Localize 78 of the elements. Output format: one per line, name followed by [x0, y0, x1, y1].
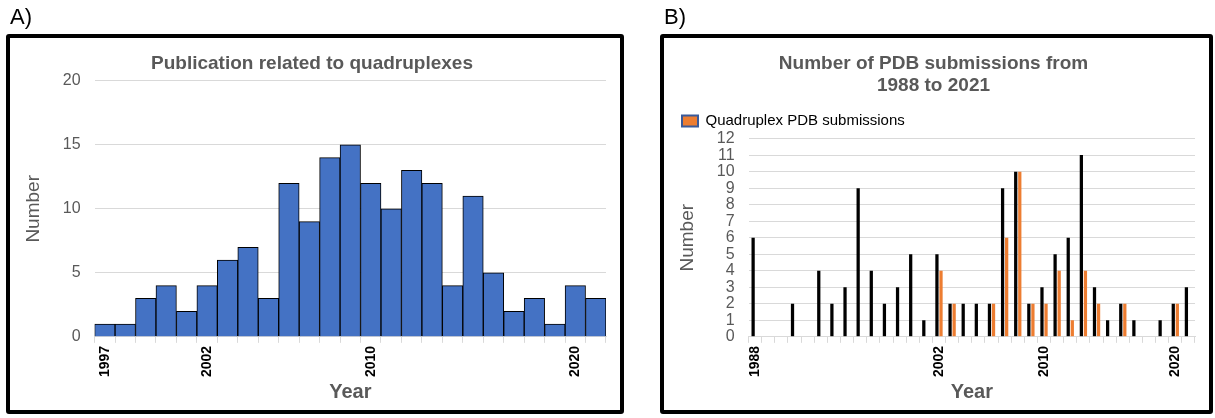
- y-axis-title: Number: [675, 203, 697, 272]
- bar: [830, 303, 834, 337]
- bar: [790, 303, 795, 337]
- x-tick-label: 2002: [929, 345, 946, 378]
- y-tick-label: 10: [62, 199, 81, 217]
- bar: [974, 303, 978, 337]
- y-tick-label: 3: [725, 277, 735, 295]
- bar: [1031, 303, 1035, 337]
- bar: [935, 254, 939, 337]
- text: A): [9, 3, 33, 31]
- y-tick-label: 1: [725, 310, 735, 328]
- y-tick-label: 4: [725, 261, 735, 279]
- bar: [1057, 270, 1061, 337]
- bar: [1066, 237, 1070, 337]
- bar: [1070, 320, 1074, 337]
- x-tick-label: 2020: [1166, 345, 1183, 378]
- y-tick-label: 6: [725, 228, 735, 246]
- bar: [1132, 320, 1136, 337]
- y-tick-label: 7: [725, 211, 735, 229]
- bar: [869, 270, 873, 337]
- bar: [1005, 237, 1009, 337]
- bar: [952, 303, 956, 337]
- y-tick-label: 12: [716, 129, 735, 147]
- bar: [1158, 320, 1162, 337]
- bar: [1040, 287, 1044, 337]
- y-tick-label: 2: [725, 294, 735, 312]
- bar: [1079, 155, 1083, 337]
- bar: [1096, 303, 1101, 337]
- x-tick-label: 2010: [1034, 345, 1051, 378]
- y-tick-label: 15: [62, 135, 81, 153]
- bar: [909, 254, 913, 337]
- bar: [1105, 320, 1110, 337]
- y-tick-label: 5: [725, 244, 735, 262]
- text: B): [663, 3, 687, 31]
- bar: [1000, 188, 1005, 337]
- y-axis-title: Number: [21, 174, 43, 243]
- x-tick-label: 1988: [746, 345, 763, 378]
- bar: [1119, 303, 1123, 337]
- bar: [817, 270, 821, 337]
- chart-title: Number of PDB submissions from 1988 to 2021: [778, 51, 1089, 96]
- bar: [987, 303, 992, 337]
- bar: [895, 287, 900, 337]
- x-axis-title: Year: [329, 379, 372, 402]
- bar: [1014, 171, 1018, 337]
- x-tick-label: 2010: [361, 345, 378, 378]
- bar: [856, 188, 860, 337]
- x-axis-title: Year: [950, 379, 994, 402]
- bar: [939, 270, 943, 337]
- y-tick-label: 20: [62, 71, 81, 89]
- bar: [843, 287, 847, 337]
- y-tick-label: 11: [717, 145, 735, 163]
- bar: [751, 237, 755, 337]
- y-tick-label: 0: [71, 327, 81, 345]
- x-tick-label: 1997: [95, 345, 112, 378]
- bar: [1184, 287, 1189, 337]
- y-tick-label: 0: [725, 327, 735, 345]
- bar: [882, 303, 887, 337]
- bar: [948, 303, 952, 337]
- bar: [1018, 171, 1022, 337]
- bar: [1171, 303, 1175, 337]
- bar: [922, 320, 926, 337]
- bar: [1053, 254, 1057, 337]
- legend-label: Quadruplex PDB submissions: [705, 111, 905, 129]
- y-tick-label: 10: [716, 162, 735, 180]
- bar: [1044, 303, 1048, 337]
- x-tick-label: 2002: [197, 345, 214, 378]
- x-tick-label: 2020: [566, 345, 583, 378]
- y-tick-label: 5: [71, 263, 81, 281]
- bar: [961, 303, 965, 337]
- y-tick-label: 8: [725, 195, 735, 213]
- y-tick-label: 9: [725, 178, 735, 196]
- bar: [1092, 287, 1097, 337]
- bar: [1175, 303, 1179, 337]
- bar: [1027, 303, 1031, 337]
- bar: [991, 303, 996, 337]
- bar: [1083, 270, 1088, 337]
- bar: [1123, 303, 1127, 337]
- chart-title: Publication related to quadruplexes: [150, 51, 474, 73]
